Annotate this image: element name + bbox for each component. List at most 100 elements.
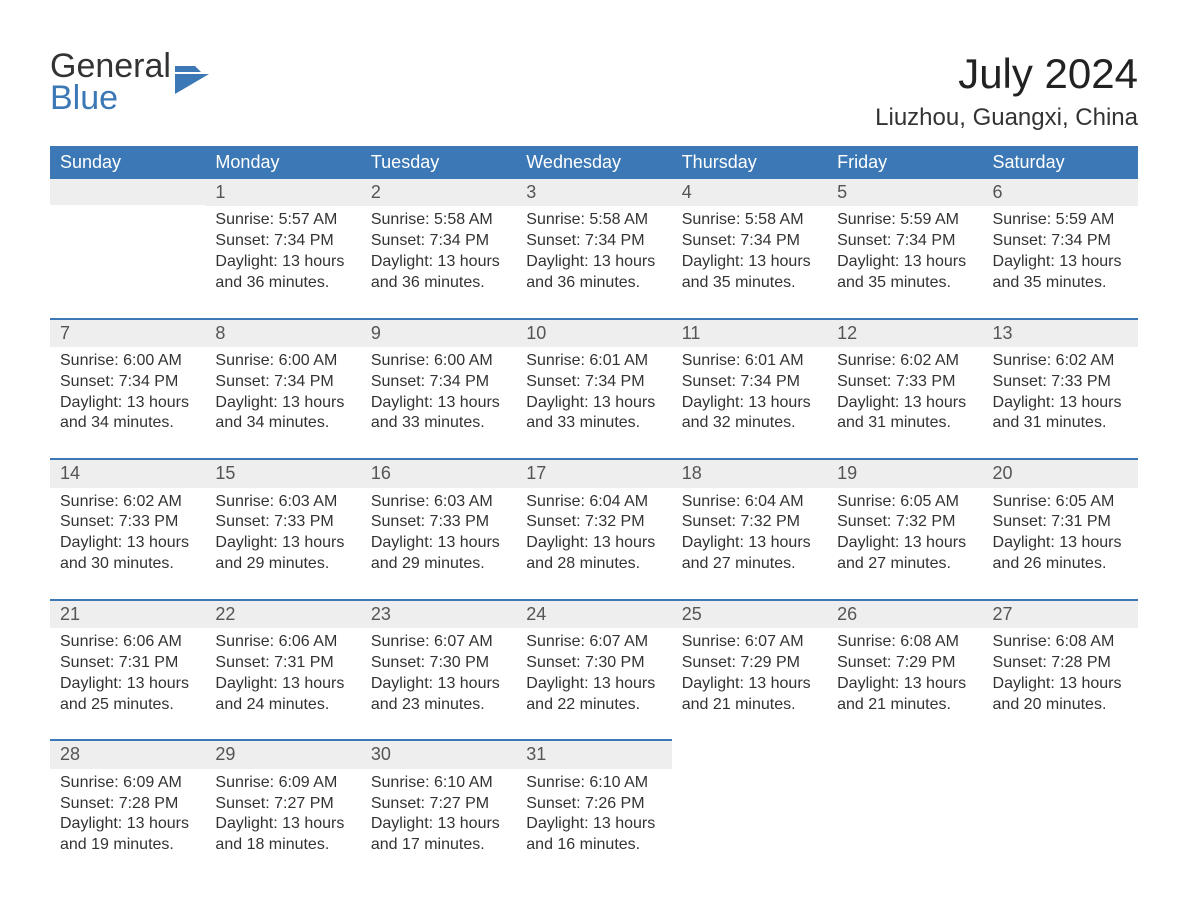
- daylight-text: Daylight: 13 hours: [371, 393, 506, 414]
- sunrise-text: Sunrise: 6:05 AM: [993, 492, 1128, 513]
- daylight-text: Daylight: 13 hours: [526, 533, 661, 554]
- sunrise-text: Sunrise: 6:07 AM: [682, 632, 817, 653]
- sunset-text: Sunset: 7:27 PM: [215, 794, 350, 815]
- sunrise-text: Sunrise: 5:58 AM: [682, 210, 817, 231]
- daylight-text: Daylight: 13 hours: [371, 674, 506, 695]
- day-cell: 12Sunrise: 6:02 AMSunset: 7:33 PMDayligh…: [827, 318, 982, 459]
- sunset-text: Sunset: 7:31 PM: [993, 512, 1128, 533]
- day-cell: 20Sunrise: 6:05 AMSunset: 7:31 PMDayligh…: [983, 458, 1138, 599]
- daylight-text: Daylight: 13 hours: [215, 674, 350, 695]
- daylight-text: Daylight: 13 hours: [215, 393, 350, 414]
- daylight-text: and 24 minutes.: [215, 695, 350, 716]
- daylight-text: and 18 minutes.: [215, 835, 350, 856]
- daylight-text: and 34 minutes.: [215, 413, 350, 434]
- daylight-text: and 35 minutes.: [682, 273, 817, 294]
- header: General Blue July 2024 Liuzhou, Guangxi,…: [50, 50, 1138, 132]
- weekday-tue: Tuesday: [361, 146, 516, 179]
- sunset-text: Sunset: 7:34 PM: [682, 231, 817, 252]
- daylight-text: Daylight: 13 hours: [215, 533, 350, 554]
- day-number: 7: [50, 318, 205, 347]
- daylight-text: Daylight: 13 hours: [215, 814, 350, 835]
- day-cell: 25 Sunrise: 6:07 AMSunset: 7:29 PMDayligh…: [672, 599, 827, 740]
- weekday-header: Sunday Monday Tuesday Wednesday Thursday…: [50, 146, 1138, 179]
- sunset-text: Sunset: 7:34 PM: [682, 372, 817, 393]
- sunrise-text: Sunrise: 6:02 AM: [993, 351, 1128, 372]
- daylight-text: Daylight: 13 hours: [60, 393, 195, 414]
- sunrise-text: Sunrise: 5:58 AM: [371, 210, 506, 231]
- logo-line1: General: [50, 50, 171, 82]
- day-number: 25: [672, 599, 827, 628]
- day-number: 20: [983, 458, 1138, 487]
- daylight-text: and 21 minutes.: [682, 695, 817, 716]
- daylight-text: Daylight: 13 hours: [526, 393, 661, 414]
- daylight-text: Daylight: 13 hours: [993, 393, 1128, 414]
- daylight-text: and 36 minutes.: [215, 273, 350, 294]
- day-cell: 30Sunrise: 6:10 AMSunset: 7:27 PMDayligh…: [361, 739, 516, 880]
- day-cell: 29Sunrise: 6:09 AMSunset: 7:27 PMDayligh…: [205, 739, 360, 880]
- day-cell: 24Sunrise: 6:07 AMSunset: 7:30 PMDayligh…: [516, 599, 671, 740]
- daylight-text: and 26 minutes.: [993, 554, 1128, 575]
- empty-day-bar: [50, 179, 205, 205]
- daylight-text: Daylight: 13 hours: [682, 674, 817, 695]
- location: Liuzhou, Guangxi, China: [875, 104, 1138, 132]
- day-cell: 28Sunrise: 6:09 AMSunset: 7:28 PMDayligh…: [50, 739, 205, 880]
- sunset-text: Sunset: 7:34 PM: [526, 231, 661, 252]
- daylight-text: Daylight: 13 hours: [526, 814, 661, 835]
- sunset-text: Sunset: 7:26 PM: [526, 794, 661, 815]
- sunrise-text: Sunrise: 6:04 AM: [682, 492, 817, 513]
- daylight-text: Daylight: 13 hours: [371, 814, 506, 835]
- daylight-text: and 20 minutes.: [993, 695, 1128, 716]
- day-number: 16: [361, 458, 516, 487]
- day-number: 17: [516, 458, 671, 487]
- daylight-text: Daylight: 13 hours: [837, 393, 972, 414]
- sunset-text: Sunset: 7:34 PM: [215, 372, 350, 393]
- sunset-text: Sunset: 7:29 PM: [682, 653, 817, 674]
- day-number: 15: [205, 458, 360, 487]
- day-cell: 1Sunrise: 5:57 AMSunset: 7:34 PMDaylight…: [205, 179, 360, 318]
- daylight-text: Daylight: 13 hours: [837, 533, 972, 554]
- day-cell: [50, 179, 205, 318]
- day-cell: 4Sunrise: 5:58 AMSunset: 7:34 PMDaylight…: [672, 179, 827, 318]
- day-number: 2: [361, 179, 516, 206]
- sunrise-text: Sunrise: 6:04 AM: [526, 492, 661, 513]
- sunset-text: Sunset: 7:28 PM: [60, 794, 195, 815]
- daylight-text: Daylight: 13 hours: [993, 674, 1128, 695]
- sunrise-text: Sunrise: 6:09 AM: [215, 773, 350, 794]
- sunset-text: Sunset: 7:33 PM: [60, 512, 195, 533]
- daylight-text: and 31 minutes.: [993, 413, 1128, 434]
- day-cell: 11Sunrise: 6:01 AMSunset: 7:34 PMDayligh…: [672, 318, 827, 459]
- day-number: 3: [516, 179, 671, 206]
- day-cell: 26Sunrise: 6:08 AMSunset: 7:29 PMDayligh…: [827, 599, 982, 740]
- sunset-text: Sunset: 7:30 PM: [371, 653, 506, 674]
- daylight-text: and 29 minutes.: [215, 554, 350, 575]
- sunset-text: Sunset: 7:30 PM: [526, 653, 661, 674]
- sunrise-text: Sunrise: 6:00 AM: [60, 351, 195, 372]
- daylight-text: and 32 minutes.: [682, 413, 817, 434]
- logo-text: General Blue: [50, 50, 171, 115]
- sunrise-text: Sunrise: 6:02 AM: [60, 492, 195, 513]
- day-number: 22: [205, 599, 360, 628]
- sunset-text: Sunset: 7:31 PM: [60, 653, 195, 674]
- day-number: 10: [516, 318, 671, 347]
- day-cell: 14Sunrise: 6:02 AMSunset: 7:33 PMDayligh…: [50, 458, 205, 599]
- sunset-text: Sunset: 7:31 PM: [215, 653, 350, 674]
- daylight-text: Daylight: 13 hours: [371, 252, 506, 273]
- logo-line2: Blue: [50, 82, 171, 114]
- daylight-text: and 34 minutes.: [60, 413, 195, 434]
- daylight-text: and 21 minutes.: [837, 695, 972, 716]
- day-number: 8: [205, 318, 360, 347]
- day-cell: 19Sunrise: 6:05 AMSunset: 7:32 PMDayligh…: [827, 458, 982, 599]
- day-number: 1: [205, 179, 360, 206]
- daylight-text: and 36 minutes.: [371, 273, 506, 294]
- week-row: 7Sunrise: 6:00 AMSunset: 7:34 PMDaylight…: [50, 318, 1138, 459]
- daylight-text: Daylight: 13 hours: [682, 533, 817, 554]
- sunrise-text: Sunrise: 6:07 AM: [371, 632, 506, 653]
- daylight-text: Daylight: 13 hours: [682, 252, 817, 273]
- day-cell: 2Sunrise: 5:58 AMSunset: 7:34 PMDaylight…: [361, 179, 516, 318]
- week-row: 21Sunrise: 6:06 AMSunset: 7:31 PMDayligh…: [50, 599, 1138, 740]
- daylight-text: Daylight: 13 hours: [215, 252, 350, 273]
- day-cell: 16Sunrise: 6:03 AMSunset: 7:33 PMDayligh…: [361, 458, 516, 599]
- sunset-text: Sunset: 7:28 PM: [993, 653, 1128, 674]
- sunset-text: Sunset: 7:33 PM: [993, 372, 1128, 393]
- daylight-text: and 25 minutes.: [60, 695, 195, 716]
